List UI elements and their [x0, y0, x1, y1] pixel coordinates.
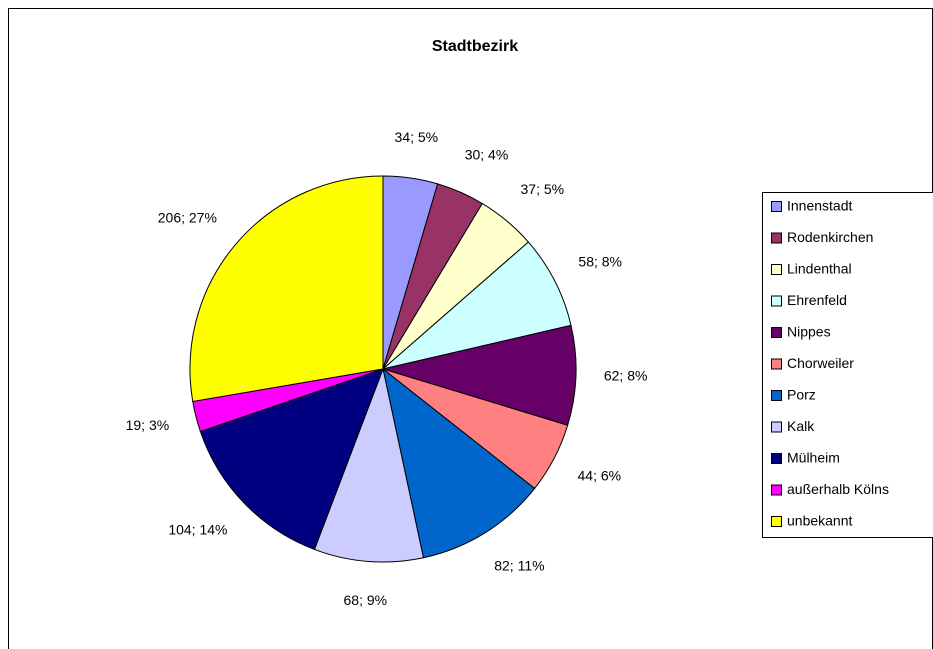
legend-swatch [771, 295, 782, 307]
data-label: 19; 3% [126, 417, 170, 433]
data-label: 206; 27% [158, 209, 217, 225]
pie-slice [189, 175, 384, 403]
pie-slice [199, 368, 384, 551]
legend-label: außerhalb Kölns [787, 481, 889, 497]
legend-box [762, 192, 933, 538]
legend-label: Innenstadt [787, 198, 852, 214]
legend-swatch [771, 421, 782, 433]
legend-swatch [771, 201, 782, 212]
legend-label: Chorweiler [787, 355, 854, 371]
chart-title: Stadtbezirk [432, 38, 518, 55]
legend-swatch [771, 327, 782, 338]
data-label: 34; 5% [395, 129, 439, 145]
data-label: 104; 14% [168, 522, 227, 538]
pie-slice [313, 367, 425, 563]
legend-label: Porz [787, 387, 816, 403]
legend-label: Nippes [787, 324, 831, 340]
legend-label: Rodenkirchen [787, 229, 873, 245]
data-label: 62; 8% [604, 368, 648, 384]
legend-swatch [771, 453, 782, 464]
pie-slice [382, 367, 536, 559]
legend-label: Ehrenfeld [787, 292, 847, 308]
data-label: 58; 8% [578, 254, 622, 270]
data-label: 82; 11% [494, 557, 544, 573]
pie-slice [381, 324, 577, 426]
legend-swatch [771, 516, 782, 527]
legend-label: Kalk [787, 418, 815, 434]
data-label: 30; 4% [465, 146, 509, 162]
data-label: 44; 6% [578, 468, 622, 484]
data-label: 37; 5% [521, 181, 565, 197]
legend-swatch [771, 484, 782, 496]
legend-swatch [771, 390, 782, 401]
legend-swatch [771, 358, 782, 370]
pie-slice [382, 241, 572, 370]
legend-label: Mülheim [787, 450, 840, 466]
legend-label: Lindenthal [787, 261, 852, 277]
legend-swatch [771, 232, 782, 244]
legend-label: unbekannt [787, 513, 853, 529]
data-label: 68; 9% [344, 592, 388, 608]
legend-swatch [771, 264, 782, 275]
